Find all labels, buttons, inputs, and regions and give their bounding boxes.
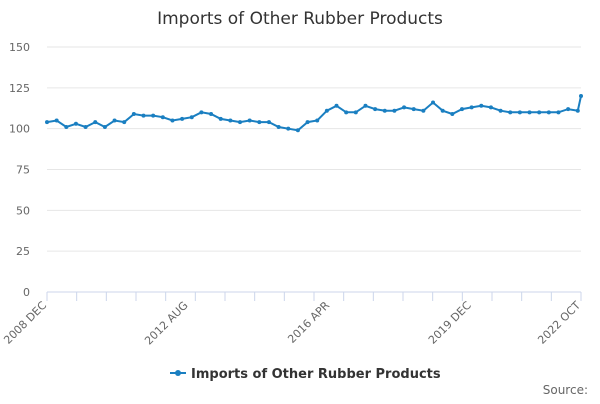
data-point[interactable] (479, 103, 484, 108)
data-point[interactable] (402, 105, 407, 110)
data-point[interactable] (112, 118, 117, 123)
data-point[interactable] (83, 125, 88, 130)
y-tick-label: 125 (9, 82, 30, 95)
data-point[interactable] (440, 108, 445, 113)
data-point[interactable] (64, 125, 69, 130)
data-point[interactable] (141, 113, 146, 118)
x-tick-label: 2019 DEC (426, 299, 474, 347)
data-point[interactable] (189, 115, 194, 120)
data-point[interactable] (517, 110, 522, 115)
data-point[interactable] (102, 125, 107, 130)
data-point[interactable] (286, 126, 291, 131)
data-point[interactable] (353, 110, 358, 115)
data-point[interactable] (566, 107, 571, 112)
data-point[interactable] (305, 120, 310, 125)
data-point[interactable] (363, 103, 368, 108)
data-point[interactable] (238, 120, 243, 125)
legend-marker-icon (175, 370, 181, 376)
data-point[interactable] (344, 110, 349, 115)
y-tick-label: 0 (23, 286, 30, 299)
data-point[interactable] (556, 110, 561, 115)
x-tick-label: 2012 AUG (142, 299, 191, 348)
x-tick-label: 2008 DEC (1, 299, 49, 347)
y-axis-ticks: 0 25 50 75 100 125 150 (9, 41, 30, 299)
y-tick-label: 100 (9, 123, 30, 136)
y-tick-label: 25 (16, 245, 30, 258)
data-point[interactable] (508, 110, 513, 115)
chart-title: Imports of Other Rubber Products (157, 9, 443, 29)
data-point[interactable] (54, 118, 59, 123)
data-point[interactable] (276, 125, 281, 130)
x-tick-label: 2022 OCT (535, 299, 583, 347)
data-point[interactable] (247, 118, 252, 123)
data-point[interactable] (315, 118, 320, 123)
data-point[interactable] (334, 103, 339, 108)
data-point[interactable] (209, 111, 214, 116)
data-point[interactable] (469, 105, 474, 110)
x-axis: 2008 DEC 2012 AUG 2016 APR 2019 DEC 2022 OCT (1, 291, 583, 348)
data-point[interactable] (160, 115, 165, 120)
data-point[interactable] (450, 111, 455, 116)
data-point[interactable] (131, 111, 136, 116)
data-point[interactable] (199, 110, 204, 115)
data-point[interactable] (459, 107, 464, 112)
data-point[interactable] (324, 108, 329, 113)
data-point[interactable] (295, 128, 300, 133)
data-point[interactable] (392, 108, 397, 113)
y-tick-label: 150 (9, 41, 30, 54)
data-point[interactable] (537, 110, 542, 115)
y-tick-label: 75 (16, 164, 30, 177)
data-point[interactable] (488, 105, 493, 110)
series-line[interactable] (46, 95, 582, 132)
data-point[interactable] (151, 113, 156, 118)
data-point[interactable] (411, 107, 416, 112)
data-point[interactable] (498, 108, 503, 113)
data-point[interactable] (575, 108, 580, 113)
data-point[interactable] (73, 121, 78, 126)
data-point[interactable] (431, 100, 436, 105)
data-point[interactable] (527, 110, 532, 115)
data-point[interactable] (373, 107, 378, 112)
grid-lines (47, 46, 581, 252)
data-point[interactable] (122, 120, 127, 125)
series-layer (45, 94, 583, 133)
data-point[interactable] (266, 120, 271, 125)
data-point[interactable] (93, 120, 98, 125)
data-point[interactable] (170, 118, 175, 123)
x-tick-label: 2016 APR (285, 299, 332, 346)
data-point[interactable] (546, 110, 551, 115)
legend[interactable]: Imports of Other Rubber Products (170, 367, 441, 382)
data-point[interactable] (228, 118, 233, 123)
y-tick-label: 50 (16, 204, 30, 217)
data-point[interactable] (382, 108, 387, 113)
data-point[interactable] (421, 108, 426, 113)
data-point[interactable] (579, 94, 583, 98)
legend-label: Imports of Other Rubber Products (191, 367, 441, 382)
data-point[interactable] (45, 120, 49, 125)
data-point[interactable] (180, 116, 185, 121)
source-label: Source: (543, 383, 588, 397)
data-point[interactable] (257, 120, 262, 125)
data-point[interactable] (218, 116, 223, 121)
